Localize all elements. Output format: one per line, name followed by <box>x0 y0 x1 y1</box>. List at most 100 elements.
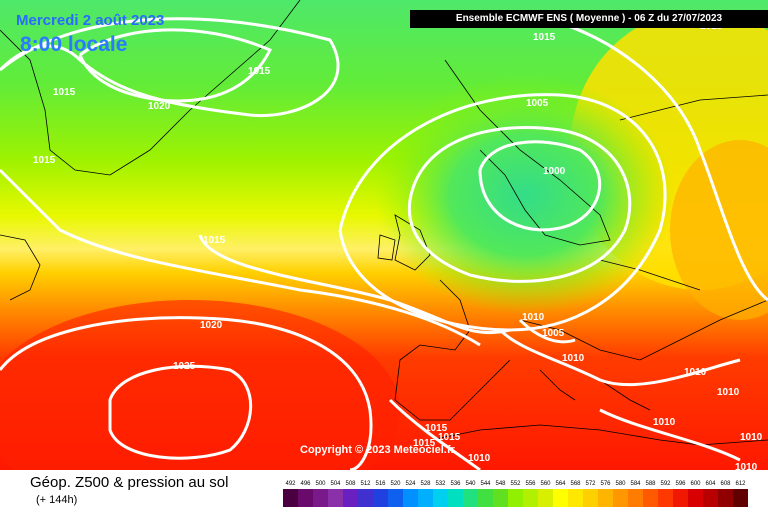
legend-value-label: 564 <box>555 481 566 487</box>
legend-value-label: 576 <box>600 481 611 487</box>
isobar-1015-north <box>0 17 340 118</box>
legend-value-label: 604 <box>705 481 716 487</box>
legend-value-label: 584 <box>630 481 641 487</box>
legend-value-label: 504 <box>330 481 341 487</box>
isobar-1010-se <box>599 408 741 462</box>
legend-value-label: 528 <box>420 481 431 487</box>
legend-color-swatch <box>298 489 313 507</box>
legend-color-swatch <box>493 489 508 507</box>
legend-value-label: 612 <box>735 481 746 487</box>
isobar-label: 1000 <box>543 166 566 177</box>
legend-value-label: 540 <box>465 481 476 487</box>
isobar-1015-east <box>549 18 768 302</box>
legend-color-swatch <box>508 489 523 507</box>
isobar-label: 1010 <box>653 417 676 428</box>
legend-color-swatch <box>538 489 553 507</box>
legend-value-label: 548 <box>495 481 506 487</box>
coastlines <box>0 0 768 446</box>
legend-color-swatch <box>448 489 463 507</box>
legend-color-swatch <box>673 489 688 507</box>
legend-value-label: 568 <box>570 481 581 487</box>
legend-color-swatch <box>328 489 343 507</box>
legend-value-label: 600 <box>690 481 701 487</box>
legend-color-swatch <box>703 489 718 507</box>
isobar-labels: 1015 1015 1015 1020 1015 1015 1005 1000 … <box>33 21 763 470</box>
legend-color-swatch <box>283 489 298 507</box>
isobar-label: 1010 <box>740 432 763 443</box>
legend-color-swatch <box>463 489 478 507</box>
legend-color-swatch <box>433 489 448 507</box>
geopotential-map: 1015 1015 1015 1020 1015 1015 1005 1000 … <box>0 0 768 470</box>
legend-color-swatch <box>658 489 673 507</box>
isobar-label: 1005 <box>526 98 549 109</box>
forecast-date: Mercredi 2 août 2023 <box>16 12 165 29</box>
legend-color-swatch <box>478 489 493 507</box>
isobar-label: 1010 <box>684 367 707 378</box>
isobar-label: 1020 <box>200 320 223 331</box>
legend-value-label: 560 <box>540 481 551 487</box>
legend-value-label: 496 <box>300 481 311 487</box>
isobar-1015-north-sea <box>198 234 511 335</box>
isobar-label: 1015 <box>203 235 226 246</box>
isobar-label: 1015 <box>425 423 448 434</box>
legend-value-label: 580 <box>615 481 626 487</box>
legend-color-swatch <box>523 489 538 507</box>
legend-color-swatch <box>688 489 703 507</box>
low-center-area <box>375 75 675 315</box>
isobar-label: 1015 <box>53 87 76 98</box>
legend-value-label: 572 <box>585 481 596 487</box>
isobar-1025-high <box>108 364 253 460</box>
isobar-1020-high <box>0 316 373 470</box>
legend-color-swatch <box>343 489 358 507</box>
isobar-label: 1010 <box>717 387 740 398</box>
legend-color-swatch <box>598 489 613 507</box>
legend-value-label: 596 <box>675 481 686 487</box>
legend-color-swatch <box>418 489 433 507</box>
legend-value-label: 500 <box>315 481 326 487</box>
forecast-time: 8:00 locale <box>20 33 128 56</box>
isobar-low-center <box>478 140 602 232</box>
legend-value-label: 552 <box>510 481 521 487</box>
legend-value-label: 556 <box>525 481 536 487</box>
footer-subtitle: (+ 144h) <box>36 494 78 506</box>
high-core-area <box>0 300 400 470</box>
legend-color-swatch <box>583 489 598 507</box>
isobar-label: 1010 <box>735 462 758 470</box>
legend-value-label: 536 <box>450 481 461 487</box>
isobar-1005-ring <box>338 93 667 332</box>
legend-value-label: 520 <box>390 481 401 487</box>
isobar-label: 1020 <box>148 101 171 112</box>
legend-color-swatch <box>373 489 388 507</box>
isobar-label: 1015 <box>248 66 271 77</box>
legend-value-label: 512 <box>360 481 371 487</box>
ridge-east-core <box>670 140 768 320</box>
color-scale-legend: 492 496 500 504 508 512 516 520 524 528 532 536 540 5… <box>283 481 748 507</box>
isobar-1020-greenland <box>78 28 273 103</box>
isobar-1015-atlantic <box>0 168 481 347</box>
isobar-1010-south <box>388 398 481 470</box>
isobar-label: 1015 <box>33 155 56 166</box>
legend-value-label: 532 <box>435 481 446 487</box>
legend-color-swatch <box>568 489 583 507</box>
legend-color-swatch <box>733 489 748 507</box>
footer-title: Géop. Z500 & pression au sol <box>30 474 229 491</box>
legend-value-label: 544 <box>480 481 491 487</box>
legend-value-label: 492 <box>285 481 296 487</box>
isobar-label: 1010 <box>562 353 585 364</box>
isobar-1005-alps <box>518 318 576 344</box>
isobar-label: 1015 <box>533 32 556 43</box>
model-info-banner: Ensemble ECMWF ENS ( Moyenne ) - 06 Z du… <box>410 10 768 28</box>
isobar-label: 1015 <box>413 438 436 449</box>
legend-color-swatch <box>358 489 373 507</box>
legend-color-swatch <box>613 489 628 507</box>
isobar-label: 1010 <box>468 453 491 464</box>
legend-color-swatch <box>403 489 418 507</box>
isobar-label: 1005 <box>542 328 565 339</box>
legend-value-label: 588 <box>645 481 656 487</box>
legend-value-label: 524 <box>405 481 416 487</box>
isobar-label: 1015 <box>438 432 461 443</box>
legend-color-swatch <box>388 489 403 507</box>
legend-color-swatch <box>718 489 733 507</box>
legend-color-swatch <box>643 489 658 507</box>
